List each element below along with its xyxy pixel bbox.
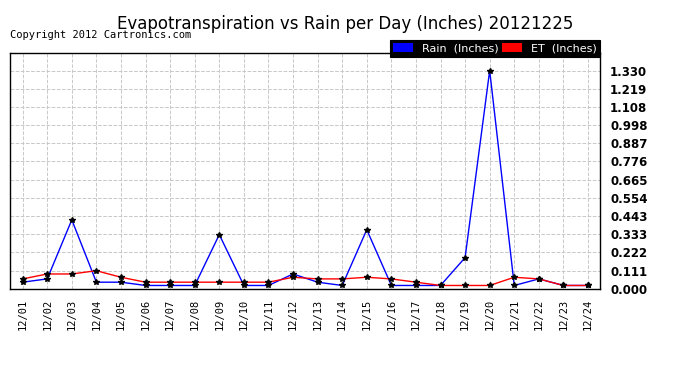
Legend: Rain  (Inches), ET  (Inches): Rain (Inches), ET (Inches) — [390, 39, 600, 57]
Text: Evapotranspiration vs Rain per Day (Inches) 20121225: Evapotranspiration vs Rain per Day (Inch… — [117, 15, 573, 33]
Text: Copyright 2012 Cartronics.com: Copyright 2012 Cartronics.com — [10, 30, 192, 39]
